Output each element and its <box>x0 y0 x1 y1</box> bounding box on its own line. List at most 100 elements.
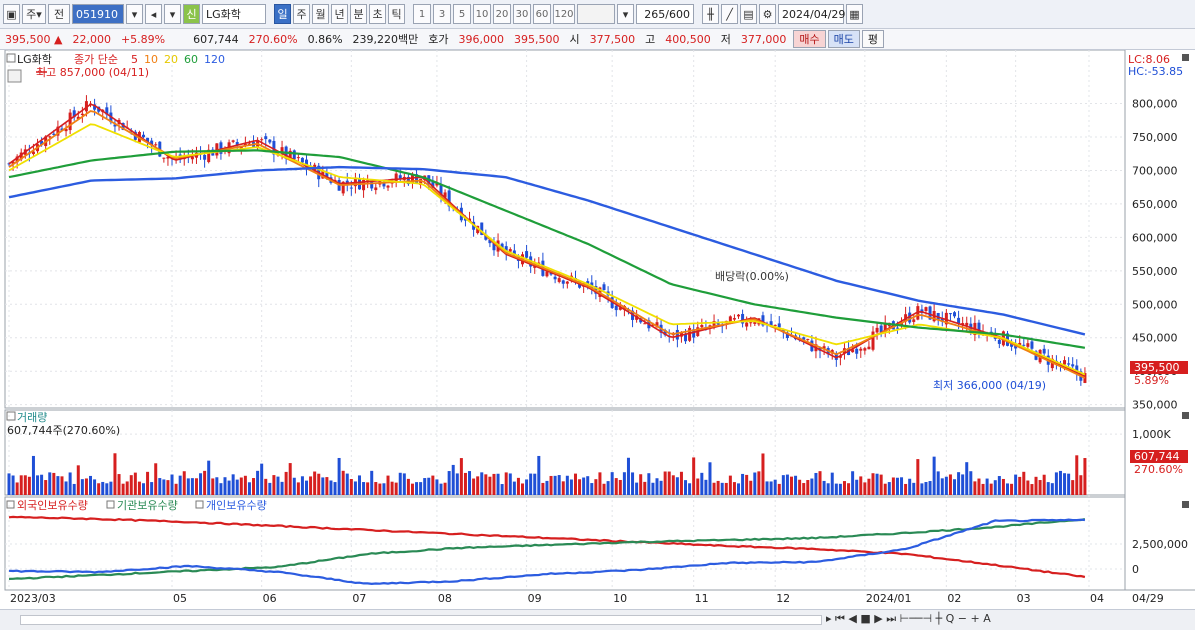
volume-bar <box>618 479 622 495</box>
candle-type-icon[interactable]: ╫ <box>702 4 719 24</box>
period-week-button[interactable]: 주 <box>293 4 310 24</box>
period-second-button[interactable]: 초 <box>369 4 386 24</box>
candle-body <box>732 318 736 320</box>
period-year-button[interactable]: 년 <box>331 4 348 24</box>
list-dropdown-icon[interactable]: ▾ <box>164 4 181 24</box>
volume-bar <box>957 472 961 495</box>
buy-button[interactable]: 매수 <box>793 30 826 48</box>
volume-bar <box>447 471 451 495</box>
interval-20-button[interactable]: 20 <box>493 4 511 24</box>
candle-body <box>781 329 785 332</box>
volume-bar <box>647 473 651 495</box>
interval-60-button[interactable]: 60 <box>533 4 551 24</box>
sell-button[interactable]: 매도 <box>827 30 860 48</box>
interval-dropdown-icon[interactable]: ▾ <box>617 4 634 24</box>
calendar-icon[interactable]: ▦ <box>846 4 863 24</box>
interval-120-button[interactable]: 120 <box>553 4 575 24</box>
volume-bar <box>822 480 826 495</box>
stock-name-field[interactable]: LG화학 <box>202 4 266 24</box>
scroll-controls[interactable]: ▸ ⏮ ◀ ■ ▶ ⏭ ⊢──⊣ ┼ Q − + A <box>826 612 991 625</box>
volume-bar <box>480 472 484 495</box>
candle-body <box>292 150 296 159</box>
volume-bar <box>427 477 431 495</box>
price-tag: 395,500 <box>1134 361 1180 374</box>
count-field[interactable]: 265/600 <box>636 4 694 24</box>
candle-body <box>419 178 423 185</box>
volume-bar <box>349 478 353 495</box>
volume-bar <box>113 453 117 495</box>
volume-bar <box>64 481 68 495</box>
volume-bar <box>961 474 965 495</box>
volume-bar <box>231 474 235 495</box>
volume-bar <box>410 483 414 495</box>
save-icon[interactable]: ▤ <box>740 4 757 24</box>
volume-bar <box>753 472 757 495</box>
period-month-button[interactable]: 월 <box>312 4 329 24</box>
candle-body <box>1026 343 1030 347</box>
candle-body <box>1083 372 1087 383</box>
interval-1-button[interactable]: 1 <box>413 4 431 24</box>
volume-bar <box>158 478 162 495</box>
volume-bar <box>916 459 920 495</box>
market-select[interactable]: 주 ▾ <box>22 4 46 24</box>
candle-body <box>121 123 125 130</box>
toolbar: ▣ 주 ▾ 전 051910 ▾ ◂ ▾ 신 LG화학 일 주 월 년 분 초 틱… <box>0 0 1195 29</box>
candle-body <box>260 139 264 141</box>
volume-bar <box>692 457 696 495</box>
price-panel-close-icon[interactable] <box>1182 54 1189 61</box>
candle-body <box>997 339 1001 344</box>
date-input[interactable]: 2024/04/29 <box>778 4 845 24</box>
eval-button[interactable]: 평 <box>861 30 885 48</box>
chart-grid <box>5 50 1125 590</box>
window-menu-icon[interactable]: ▣ <box>3 4 20 24</box>
interval-30-button[interactable]: 30 <box>513 4 531 24</box>
hold-panel-close-icon[interactable] <box>1182 501 1189 508</box>
table-toggle-icon[interactable] <box>7 69 22 83</box>
volume-bar <box>190 478 194 495</box>
chart-scrollbar[interactable]: ▸ ⏮ ◀ ■ ▶ ⏭ ⊢──⊣ ┼ Q − + A <box>0 609 1195 630</box>
gear-icon[interactable]: ⚙ <box>759 4 776 24</box>
volume-bar <box>842 481 846 495</box>
volume-bar <box>1005 483 1009 495</box>
candle-body <box>1075 365 1079 374</box>
volume-bar <box>211 478 215 495</box>
candle-body <box>953 312 957 317</box>
holding-line-1 <box>8 518 1086 580</box>
interval-10-button[interactable]: 10 <box>473 4 491 24</box>
interval-3-button[interactable]: 3 <box>433 4 451 24</box>
candle-body <box>40 140 44 145</box>
volume-bar <box>525 479 529 495</box>
price-tag-box <box>1130 361 1188 374</box>
volume-bar <box>36 475 40 495</box>
candle-body <box>80 113 84 116</box>
stock-chart[interactable]: 800,000 750,000 700,000 650,000 600,000 550,0… <box>0 50 1195 609</box>
volume-bar <box>31 455 35 495</box>
interval-input[interactable] <box>577 4 615 24</box>
candle-body <box>190 156 194 160</box>
ma-legend-prefix: 종가 단순 <box>74 53 118 66</box>
low-price: 377,000 <box>740 32 787 46</box>
volume-panel-close-icon[interactable] <box>1182 412 1189 419</box>
candle-body <box>643 323 647 325</box>
chart-axes: 800,000 750,000 700,000 650,000 600,000 550,0… <box>10 98 1188 605</box>
interval-5-button[interactable]: 5 <box>453 4 471 24</box>
draw-tool-icon[interactable]: ╱ <box>721 4 738 24</box>
period-minute-button[interactable]: 분 <box>350 4 367 24</box>
prev-button[interactable]: 전 <box>48 4 70 24</box>
candle-body <box>834 353 838 360</box>
candle-body <box>700 325 704 328</box>
candle-body <box>586 281 590 285</box>
candle-body <box>443 192 447 198</box>
code-dropdown-icon[interactable]: ▾ <box>126 4 143 24</box>
sound-icon[interactable]: ◂ <box>145 4 162 24</box>
volume-tag-box <box>1130 450 1188 463</box>
volume-bar <box>243 475 247 495</box>
period-tick-button[interactable]: 틱 <box>388 4 405 24</box>
period-day-button[interactable]: 일 <box>274 4 291 24</box>
scroll-track[interactable] <box>20 615 822 625</box>
stock-code-input[interactable]: 051910 <box>72 4 124 24</box>
volume-bar <box>182 471 186 495</box>
volume-bar <box>708 462 712 495</box>
volume-bar <box>777 483 781 495</box>
volume-bar <box>969 471 973 495</box>
